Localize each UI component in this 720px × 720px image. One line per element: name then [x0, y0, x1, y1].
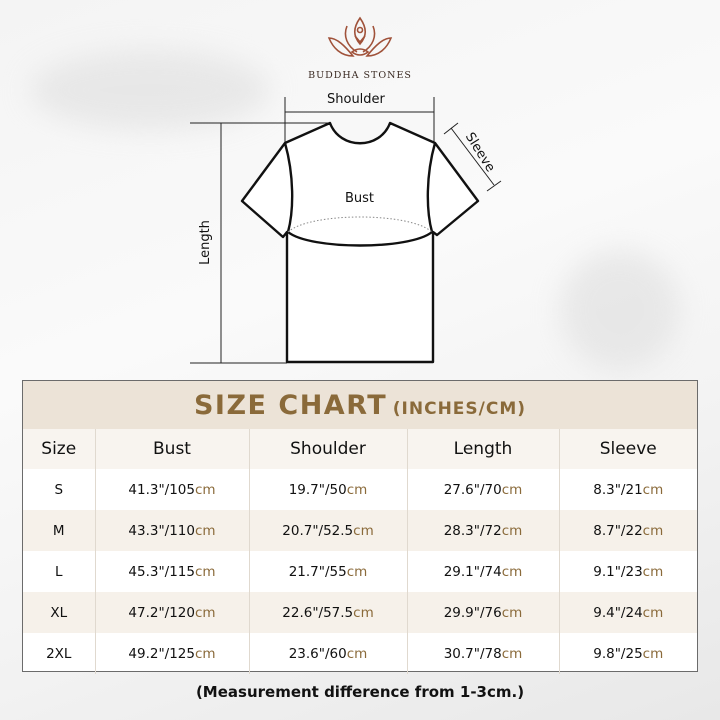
title-text: SIZE CHART [193, 390, 388, 421]
inch-value: 8.3"/21 [593, 481, 643, 498]
table-row: S 41.3"/105cm 19.7"/50cm 27.6"/70cm 8.3"/21c… [23, 469, 697, 510]
inch-value: 9.8"/25 [593, 645, 643, 662]
cm-unit: cm [353, 604, 374, 621]
inch-value: 27.6"/70 [443, 481, 502, 498]
inch-value: 41.3"/105 [128, 481, 195, 498]
cm-unit: cm [346, 481, 368, 498]
size-chart-table: SIZE CHART (INCHES/CM) Size Bust Shoulde… [22, 380, 698, 674]
inch-value: 19.7"/50 [288, 481, 347, 498]
inch-value: 8.7"/22 [593, 522, 643, 539]
header-row: Size Bust Shoulder Length Sleeve [23, 429, 697, 469]
cm-unit: cm [642, 563, 664, 580]
header-length: Length [406, 429, 559, 469]
cm-unit: cm [346, 563, 368, 580]
inch-value: 43.3"/110 [128, 522, 195, 539]
inch-value: 21.7"/55 [288, 563, 347, 580]
size-chart-title: SIZE CHART (INCHES/CM) [23, 381, 697, 429]
measure-lines [190, 97, 502, 364]
table-row: L 45.3"/115cm 21.7"/55cm 29.1"/74cm 9.1"/23c… [23, 551, 697, 592]
cm-unit: cm [501, 481, 523, 498]
inch-value: 30.7"/78 [443, 645, 502, 662]
inch-value: 20.7"/52.5 [282, 522, 354, 539]
cell-bust: 49.2"/125cm [94, 633, 249, 674]
cell-shoulder: 19.7"/50cm [248, 469, 407, 510]
inch-value: 29.9"/76 [443, 604, 502, 621]
cell-bust: 41.3"/105cm [94, 469, 249, 510]
tshirt-diagram [190, 97, 502, 364]
cell-size: S [54, 481, 64, 498]
inch-value: 28.3"/72 [443, 522, 502, 539]
inch-value: 45.3"/115 [128, 563, 195, 580]
cell-sleeve: 9.8"/25cm [558, 633, 697, 674]
cell-size: L [54, 563, 63, 580]
inch-value: 49.2"/125 [128, 645, 195, 662]
mist-decoration [30, 50, 270, 130]
cm-unit: cm [642, 604, 664, 621]
cell-length: 30.7"/78cm [406, 633, 559, 674]
brand-name: BUDDHA STONES [308, 70, 412, 81]
cell-shoulder: 21.7"/55cm [248, 551, 407, 592]
cm-unit: cm [195, 481, 216, 498]
cell-sleeve: 9.4"/24cm [558, 592, 697, 633]
cell-length: 27.6"/70cm [406, 469, 559, 510]
cell-sleeve: 9.1"/23cm [558, 551, 697, 592]
cell-sleeve: 8.3"/21cm [558, 469, 697, 510]
cell-length: 28.3"/72cm [406, 510, 559, 551]
shoulder-label: Shoulder [327, 92, 385, 107]
cell-bust: 47.2"/120cm [94, 592, 249, 633]
inch-value: 23.6"/60 [288, 645, 347, 662]
bust-label: Bust [345, 191, 375, 206]
sleeve-measure-line [450, 127, 495, 186]
measurement-note: (Measurement difference from 1-3cm.) [195, 683, 525, 701]
cell-size: M [23, 510, 95, 551]
mist-decoration [560, 250, 680, 370]
units-text: (INCHES/CM) [392, 399, 527, 419]
cell-size: XL [23, 592, 95, 633]
header-bust: Bust [94, 429, 249, 469]
table-row: XL 47.2"/120cm 22.6"/57.5cm 29.9"/76cm 9.4"/… [23, 592, 697, 633]
cell-bust: 45.3"/115cm [94, 551, 249, 592]
cell-sleeve: 8.7"/22cm [558, 510, 697, 551]
length-label: Length [197, 220, 213, 265]
cm-unit: cm [501, 522, 523, 539]
inch-value: 9.4"/24 [593, 604, 643, 621]
cell-bust: 43.3"/110cm [94, 510, 249, 551]
cm-unit: cm [642, 481, 664, 498]
inch-value: 47.2"/120 [128, 604, 195, 621]
cm-unit: cm [195, 522, 216, 539]
cm-unit: cm [501, 645, 523, 662]
cm-unit: cm [346, 645, 368, 662]
bust-dotted-line [287, 216, 433, 233]
cell-length: 29.9"/76cm [406, 592, 559, 633]
tshirt-outline [240, 121, 480, 364]
cm-unit: cm [195, 563, 216, 580]
cm-unit: cm [353, 522, 374, 539]
cell-shoulder: 22.6"/57.5cm [248, 592, 407, 633]
table-row: 2XL 49.2"/125cm 23.6"/60cm 30.7"/78cm 9.8"/2… [23, 633, 697, 674]
cm-unit: cm [195, 645, 216, 662]
table-row: M 43.3"/110cm 20.7"/52.5cm 28.3"/72cm 8.7"/2… [23, 510, 697, 551]
lotus-meditation-logo-icon [327, 16, 393, 57]
brand-logo: BUDDHA STONES [300, 14, 420, 81]
inch-value: 29.1"/74 [443, 563, 502, 580]
header-size: Size [23, 429, 95, 469]
cm-unit: cm [501, 563, 523, 580]
cell-shoulder: 20.7"/52.5cm [248, 510, 407, 551]
inch-value: 9.1"/23 [593, 563, 643, 580]
cm-unit: cm [195, 604, 216, 621]
cell-size: 2XL [46, 645, 72, 662]
cell-shoulder: 23.6"/60cm [248, 633, 407, 674]
header-shoulder: Shoulder [248, 429, 407, 469]
cm-unit: cm [642, 522, 664, 539]
inch-value: 22.6"/57.5 [282, 604, 354, 621]
cell-length: 29.1"/74cm [406, 551, 559, 592]
cm-unit: cm [642, 645, 664, 662]
cm-unit: cm [501, 604, 523, 621]
header-sleeve: Sleeve [558, 429, 697, 469]
